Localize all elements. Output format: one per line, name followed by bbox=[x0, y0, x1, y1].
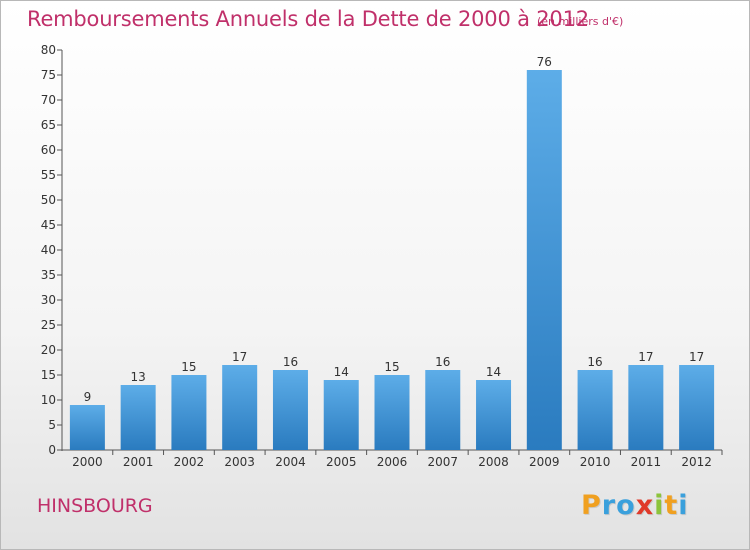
bar-2009[interactable] bbox=[526, 70, 562, 450]
logo-letter: i bbox=[678, 490, 689, 521]
data-label-2007: 16 bbox=[435, 355, 450, 369]
x-tick-label: 2010 bbox=[580, 455, 611, 469]
y-tick-label: 80 bbox=[41, 43, 56, 57]
y-tick-label: 45 bbox=[41, 218, 56, 232]
x-tick-label: 2005 bbox=[326, 455, 357, 469]
y-tick-label: 75 bbox=[41, 68, 56, 82]
y-tick-label: 5 bbox=[48, 418, 56, 432]
y-tick-label: 50 bbox=[41, 193, 56, 207]
logo-letter: x bbox=[635, 490, 655, 521]
bar-2012[interactable] bbox=[679, 365, 715, 450]
y-tick-label: 60 bbox=[41, 143, 56, 157]
x-tick-label: 2001 bbox=[123, 455, 154, 469]
logo-letter: t bbox=[664, 490, 679, 521]
bar-2007[interactable] bbox=[425, 370, 461, 450]
y-tick-label: 70 bbox=[41, 93, 56, 107]
y-tick-label: 10 bbox=[41, 393, 56, 407]
data-label-2002: 15 bbox=[181, 360, 196, 374]
logo-letter: r bbox=[601, 490, 617, 521]
y-tick-label: 25 bbox=[41, 318, 56, 332]
x-tick-label: 2011 bbox=[631, 455, 662, 469]
data-label-2011: 17 bbox=[638, 350, 653, 364]
x-tick-label: 2008 bbox=[478, 455, 509, 469]
data-label-2012: 17 bbox=[689, 350, 704, 364]
y-tick-label: 65 bbox=[41, 118, 56, 132]
data-label-2006: 15 bbox=[384, 360, 399, 374]
data-label-2005: 14 bbox=[334, 365, 349, 379]
x-tick-label: 2002 bbox=[174, 455, 205, 469]
logo-letter: i bbox=[654, 490, 665, 521]
chart-title: Remboursements Annuels de la Dette de 20… bbox=[27, 7, 589, 31]
data-label-2010: 16 bbox=[587, 355, 602, 369]
y-tick-label: 35 bbox=[41, 268, 56, 282]
y-tick-label: 55 bbox=[41, 168, 56, 182]
x-tick-label: 2004 bbox=[275, 455, 306, 469]
bar-2002[interactable] bbox=[171, 375, 207, 450]
x-tick-label: 2000 bbox=[72, 455, 103, 469]
data-label-2009: 76 bbox=[537, 55, 552, 69]
commune-name: HINSBOURG bbox=[37, 495, 153, 517]
x-tick-label: 2007 bbox=[427, 455, 458, 469]
bars: 9 13 15 17 16 14 15 16 14 76 16 17 17 bbox=[69, 55, 715, 450]
bar-2005[interactable] bbox=[323, 380, 359, 450]
bar-2004[interactable] bbox=[272, 370, 308, 450]
y-tick-label: 0 bbox=[48, 443, 56, 457]
bar-2008[interactable] bbox=[476, 380, 512, 450]
x-tick-label: 2012 bbox=[681, 455, 712, 469]
bar-2011[interactable] bbox=[628, 365, 664, 450]
data-label-2000: 9 bbox=[84, 390, 92, 404]
bar-2001[interactable] bbox=[120, 385, 156, 450]
axes: 0 5 10 15 20 25 30 35 40 45 50 55 60 65 70 75 80 2000 2001… bbox=[41, 43, 723, 469]
bar-2003[interactable] bbox=[222, 365, 258, 450]
x-tick-label: 2009 bbox=[529, 455, 560, 469]
bar-2010[interactable] bbox=[577, 370, 613, 450]
data-label-2008: 14 bbox=[486, 365, 501, 379]
proxiti-logo[interactable]: Proxiti bbox=[581, 490, 689, 521]
data-label-2001: 13 bbox=[131, 370, 146, 384]
bar-2000[interactable] bbox=[69, 405, 105, 450]
y-tick-label: 20 bbox=[41, 343, 56, 357]
y-tick-label: 30 bbox=[41, 293, 56, 307]
x-tick-label: 2003 bbox=[224, 455, 255, 469]
chart-subtitle: (en milliers d'€) bbox=[537, 15, 624, 28]
x-tick-label: 2006 bbox=[377, 455, 408, 469]
logo-letter: P bbox=[581, 490, 602, 521]
bar-2006[interactable] bbox=[374, 375, 410, 450]
data-label-2003: 17 bbox=[232, 350, 247, 364]
y-tick-label: 40 bbox=[41, 243, 56, 257]
logo-letter: o bbox=[616, 490, 636, 521]
y-tick-label: 15 bbox=[41, 368, 56, 382]
data-label-2004: 16 bbox=[283, 355, 298, 369]
